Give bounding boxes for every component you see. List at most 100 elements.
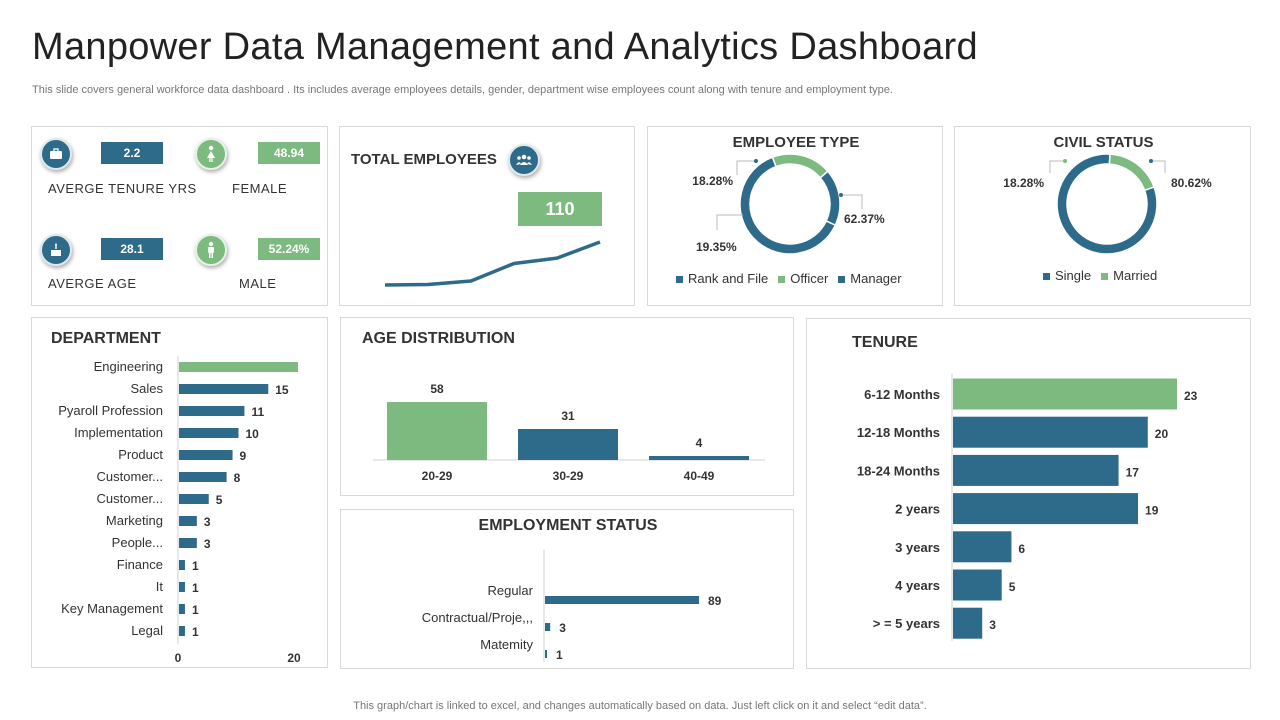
footer-note: This graph/chart is linked to excel, and… (353, 700, 927, 712)
department-title: DEPARTMENT (51, 330, 161, 347)
data-label: 1 (192, 581, 199, 595)
department-bar (179, 582, 185, 592)
category-label: 20-29 (422, 469, 453, 483)
employee-type-legend: Rank and File Officer Manager (676, 271, 902, 286)
category-label: 30-29 (553, 469, 584, 483)
department-bar (179, 538, 197, 548)
data-label: 5 (216, 493, 223, 507)
employment-status-panel: EMPLOYMENT STATUS Regular 89 Contractual/P… (340, 509, 794, 669)
data-label: 3 (989, 618, 996, 632)
department-bar (179, 516, 197, 526)
briefcase-icon (40, 138, 72, 170)
x-tick-label: 0 (175, 651, 182, 665)
data-label: 20 (1155, 427, 1169, 441)
donut-slice-manager (819, 170, 841, 227)
category-label: Customer... (97, 469, 163, 484)
data-label: 6 (1018, 542, 1025, 556)
legend-item-officer: Officer (778, 271, 828, 286)
employment-status-title: EMPLOYMENT STATUS (478, 517, 658, 534)
leader-line (716, 214, 745, 230)
legend-swatch (778, 276, 786, 284)
employment-status-bar-chart: Regular 89 Contractual/Proje,,, 3 Matemity 1 (422, 550, 722, 662)
category-label: Product (118, 447, 163, 462)
tenure-label: AVERGE TENURE YRS (48, 181, 197, 196)
data-label: 23 (1184, 389, 1198, 403)
category-label: 12-18 Months (857, 425, 940, 440)
tenure-value-badge: 2.2 (101, 142, 163, 164)
leader-line (841, 194, 863, 209)
data-label: 1 (192, 603, 199, 617)
status-bar (545, 650, 547, 658)
civil-status-title: CIVIL STATUS (1053, 134, 1154, 151)
category-label: Finance (117, 557, 163, 572)
total-employees-panel: TOTAL EMPLOYEES 110 (339, 126, 635, 306)
category-label: People... (112, 535, 163, 550)
data-label: 19 (1145, 504, 1159, 518)
data-label-manager: 18.28% (692, 174, 733, 188)
legend-label: Single (1055, 268, 1092, 283)
kpi-panel: 2.2 AVERGE TENURE YRS 48.94 FEMALE 28.1 … (31, 126, 328, 306)
leader-dot (754, 159, 758, 163)
donut-slice-single (1056, 153, 1158, 255)
category-label: 40-49 (684, 469, 715, 483)
legend-item-single: Single (1043, 268, 1091, 283)
total-employees-value: 110 (518, 192, 602, 226)
tenure-bar (953, 531, 1012, 563)
employee-type-panel: EMPLOYEE TYPE 62.37% 19.35% 18.28% Rank an… (647, 126, 943, 306)
department-panel: DEPARTMENT Engineering Sales 15 Pyaroll Pro… (31, 317, 328, 668)
age-value-badge: 28.1 (101, 238, 163, 260)
data-label: 3 (204, 537, 211, 551)
data-label-officer: 19.35% (696, 240, 737, 254)
total-employees-line (384, 240, 601, 287)
leader-dot (839, 193, 843, 197)
tenure-bar (953, 454, 1119, 486)
category-label: Implementation (74, 425, 163, 440)
page-title: Manpower Data Management and Analytics D… (32, 26, 978, 68)
department-bar (179, 560, 185, 570)
department-bar (179, 362, 298, 372)
tenure-bar (953, 493, 1139, 525)
legend-item-rank-and-file: Rank and File (676, 271, 768, 286)
category-label: 6-12 Months (864, 387, 940, 402)
leader-dot (1063, 159, 1067, 163)
employee-type-title: EMPLOYEE TYPE (732, 134, 860, 151)
data-label: 15 (275, 383, 289, 397)
legend-swatch (1043, 273, 1050, 281)
legend-swatch (676, 276, 683, 284)
civil-status-legend: Single Married (1043, 268, 1157, 283)
female-label: FEMALE (232, 181, 288, 196)
tenure-bar (953, 416, 1148, 448)
data-label-rank-and-file: 62.37% (844, 212, 885, 226)
legend-swatch (1101, 273, 1109, 281)
leader-line (736, 160, 756, 175)
tenure-panel: TENURE 6-12 Months 23 12-18 Months 20 18-24 … (806, 318, 1251, 669)
total-employees-title: TOTAL EMPLOYEES (351, 151, 497, 168)
cake-icon (40, 234, 72, 266)
age-bar (649, 456, 749, 460)
leader-dot (743, 213, 747, 217)
category-label: > = 5 years (873, 616, 940, 631)
department-bar (179, 384, 269, 394)
department-bar (179, 472, 227, 482)
data-label: 9 (240, 449, 247, 463)
category-label: Contractual/Proje,,, (422, 610, 533, 625)
data-label: 1 (192, 559, 199, 573)
data-label: 89 (708, 594, 722, 608)
leader-line (1049, 160, 1065, 173)
department-bar (179, 604, 185, 614)
legend-item-married: Married (1101, 268, 1157, 283)
legend-item-manager: Manager (838, 271, 902, 286)
legend-label: Officer (790, 271, 829, 286)
data-label: 58 (430, 382, 444, 396)
category-label: 18-24 Months (857, 463, 940, 478)
category-label: It (156, 579, 164, 594)
leader-line (1151, 160, 1166, 173)
data-label: 10 (246, 427, 260, 441)
page-subtitle: This slide covers general workforce data… (32, 84, 893, 96)
tenure-bar (953, 378, 1177, 410)
age-distribution-panel: AGE DISTRIBUTION 58 20-29 31 30-29 4 40-49 (340, 317, 794, 496)
data-label: 1 (192, 625, 199, 639)
status-bar (545, 623, 551, 631)
data-label: 4 (696, 436, 703, 450)
category-label: 3 years (895, 540, 940, 555)
